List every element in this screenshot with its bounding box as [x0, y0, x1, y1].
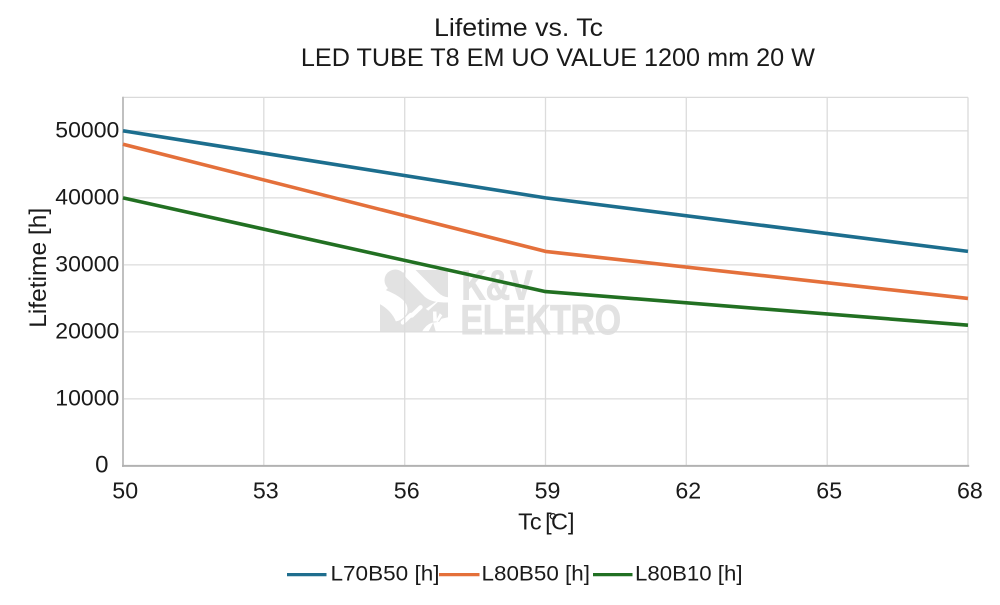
- svg-text:L80B10 [h]: L80B10 [h]: [635, 562, 743, 586]
- svg-text:50000: 50000: [55, 117, 119, 142]
- svg-text:Tc [°C]: Tc [°C]: [518, 508, 574, 534]
- svg-text:65: 65: [816, 477, 842, 503]
- svg-text:0: 0: [95, 452, 108, 479]
- svg-text:30000: 30000: [55, 251, 119, 276]
- svg-text:L80B50 [h]: L80B50 [h]: [482, 562, 591, 586]
- svg-text:LED TUBE T8 EM UO VALUE 1200 m: LED TUBE T8 EM UO VALUE 1200 mm 20 W: [301, 44, 815, 72]
- svg-text:20000: 20000: [55, 318, 119, 343]
- svg-text:59: 59: [535, 477, 561, 503]
- svg-text:Lifetime [h]: Lifetime [h]: [25, 208, 52, 328]
- svg-text:L70B50 [h]: L70B50 [h]: [331, 562, 440, 586]
- svg-text:53: 53: [253, 477, 279, 503]
- svg-text:10000: 10000: [55, 385, 119, 410]
- svg-text:56: 56: [394, 477, 420, 503]
- svg-text:50: 50: [112, 477, 138, 503]
- svg-text:ELEKTRO: ELEKTRO: [461, 297, 622, 343]
- svg-text:68: 68: [957, 477, 983, 503]
- svg-text:Lifetime vs. Tc: Lifetime vs. Tc: [434, 15, 603, 42]
- svg-text:62: 62: [675, 477, 701, 503]
- svg-text:40000: 40000: [55, 184, 119, 209]
